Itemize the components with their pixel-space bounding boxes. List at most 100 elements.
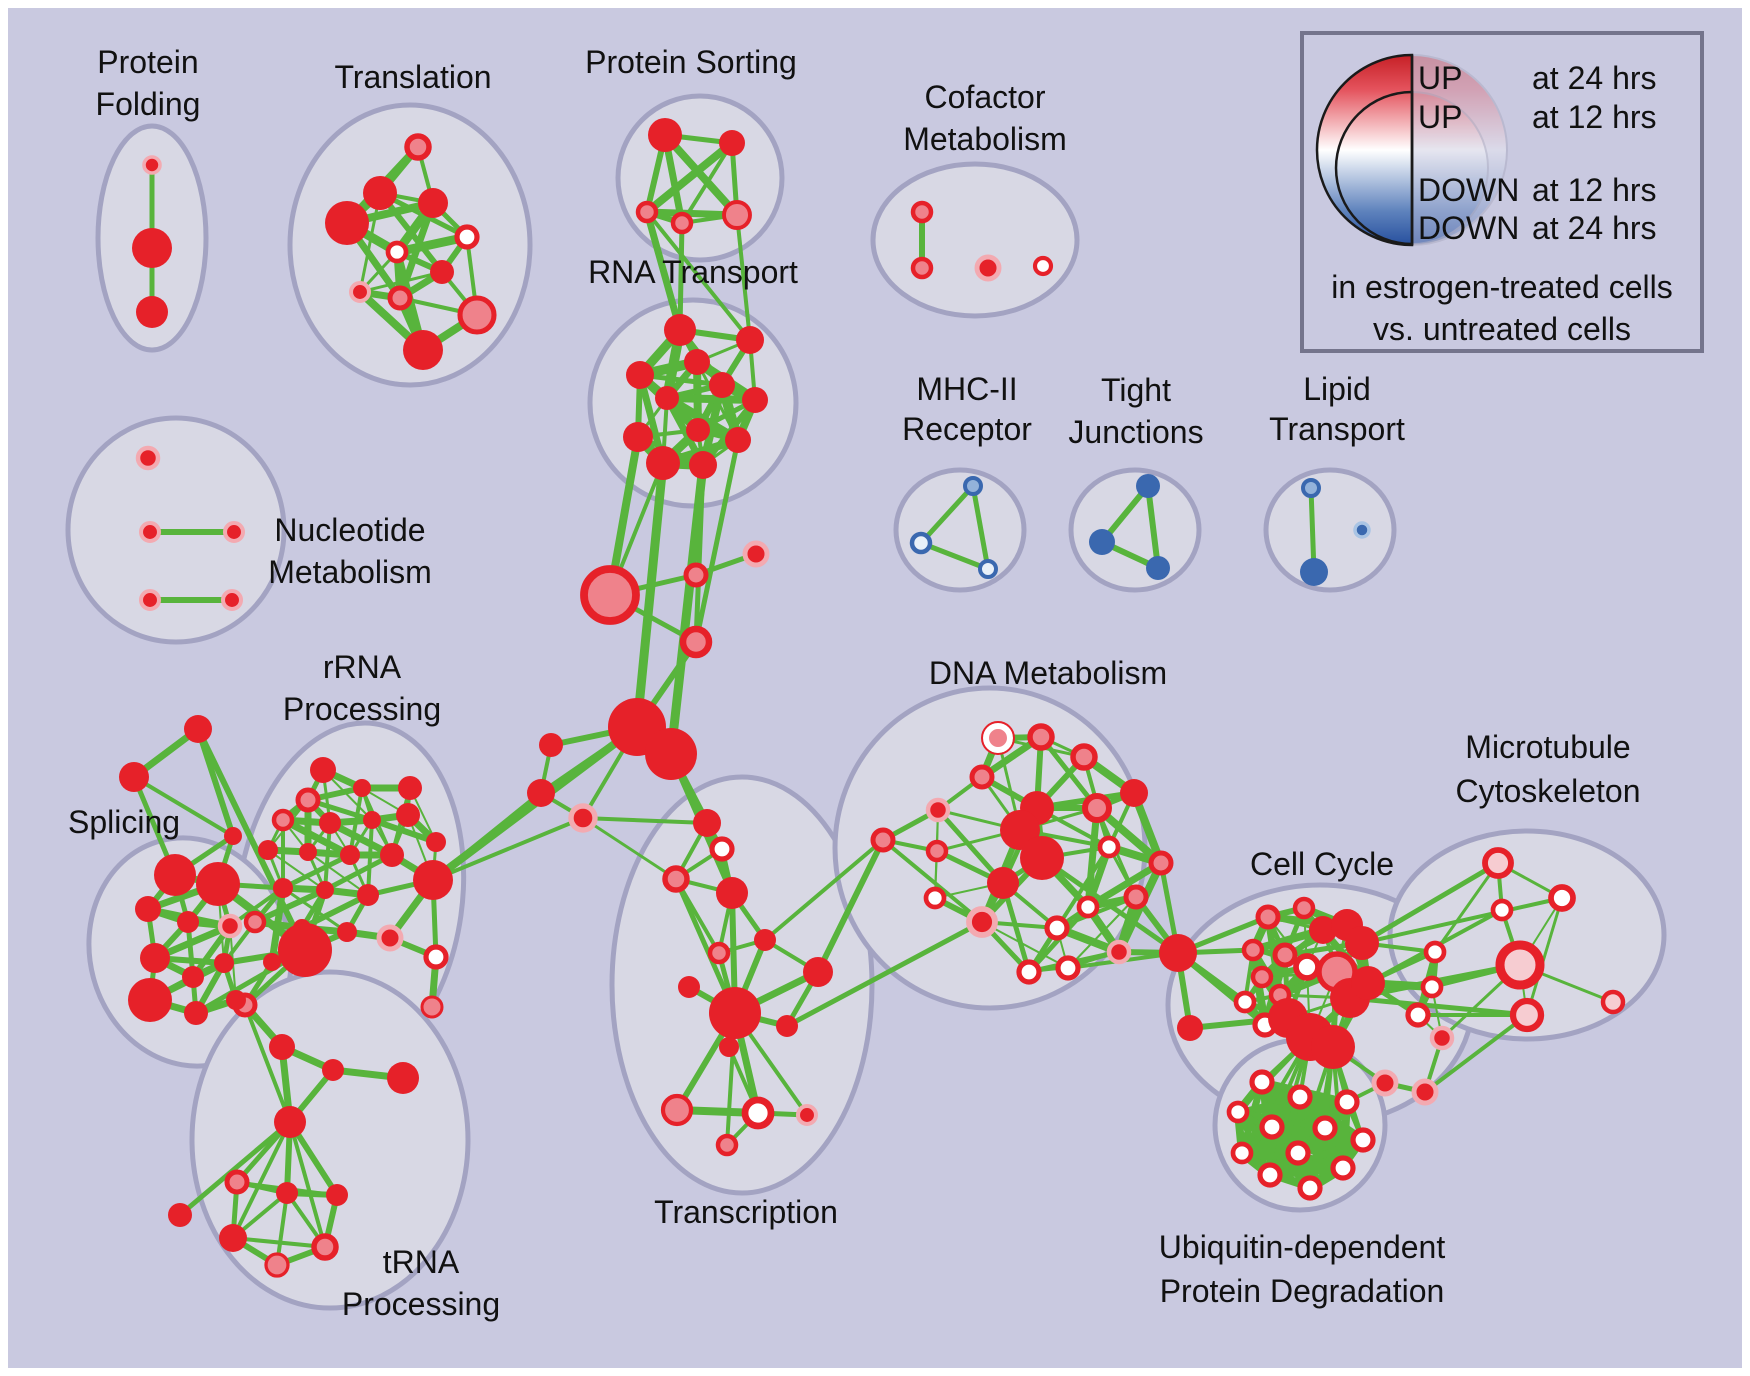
gene-node-solid xyxy=(736,326,764,354)
gene-node-ringWhite xyxy=(1016,959,1042,985)
cluster-label-cof: Cofactor xyxy=(925,79,1046,115)
legend-footnote: in estrogen-treated cells xyxy=(1331,269,1673,305)
gene-node-ringPink xyxy=(925,839,949,863)
network-edge xyxy=(918,540,991,572)
gene-node-ringWhite xyxy=(1259,1114,1285,1140)
gene-node-pinkBig xyxy=(660,1093,694,1127)
gene-node-solid xyxy=(646,446,680,480)
gene-node-pinkHalo xyxy=(217,913,243,939)
gene-node-solid xyxy=(353,779,371,797)
gene-node-solid xyxy=(322,1059,344,1081)
gene-node-solid xyxy=(709,987,761,1039)
gene-node-pinkHalo xyxy=(376,924,404,952)
network-edge xyxy=(1347,995,1530,1018)
gene-node-solid xyxy=(316,881,334,899)
gene-node-solid xyxy=(678,976,700,998)
gene-node-ringPink xyxy=(715,1133,739,1157)
gene-node-ringPink xyxy=(1250,965,1274,989)
network-edge xyxy=(815,837,886,975)
gene-node-solid xyxy=(539,733,563,757)
gene-node-ringPink xyxy=(1272,942,1298,968)
gene-node-blueSolid xyxy=(1146,556,1170,580)
gene-node-solid xyxy=(709,372,735,398)
network-edge xyxy=(430,790,544,883)
gene-node-pinkHalo xyxy=(142,155,162,175)
gene-node-pinkHalo xyxy=(138,588,162,612)
gene-node-solid xyxy=(136,296,168,328)
network-edge xyxy=(132,775,235,838)
network-edge xyxy=(735,213,752,342)
gene-node-blueSolid xyxy=(1300,558,1328,586)
gene-node-solid xyxy=(1020,836,1064,880)
network-edge xyxy=(279,816,354,859)
gene-node-solid xyxy=(276,1182,298,1204)
cluster-label-ubi: Protein Degradation xyxy=(1160,1273,1445,1309)
network-edge xyxy=(677,220,685,333)
gene-node-ringWhite xyxy=(1257,1162,1283,1188)
legend-time-label: at 24 hrs xyxy=(1532,210,1657,246)
gene-node-pinkHalo xyxy=(568,803,598,833)
cluster-label-nuc: Metabolism xyxy=(268,554,432,590)
network-edge xyxy=(369,817,439,845)
gene-node-ringWhite xyxy=(741,1096,775,1130)
gene-node-pinkHalo xyxy=(1411,1078,1439,1106)
gene-node-solid xyxy=(1177,1015,1203,1041)
gene-node-solid xyxy=(258,840,278,860)
network-edge xyxy=(661,131,741,219)
gene-node-solid xyxy=(340,845,360,865)
network-edge xyxy=(1359,860,1501,946)
gene-node-solid xyxy=(719,1037,739,1057)
gene-node-ringWhite xyxy=(1334,1089,1360,1115)
gene-node-solid xyxy=(527,779,555,807)
network-edge xyxy=(645,210,752,342)
network-edge xyxy=(666,460,708,759)
gene-node-ringWhite xyxy=(1230,1141,1254,1165)
network-edge xyxy=(981,921,1069,969)
gene-node-solid xyxy=(648,118,682,152)
gene-node-solid xyxy=(754,929,776,951)
gene-node-pinkHalo xyxy=(222,520,246,544)
gene-node-pinkHalo xyxy=(135,445,161,471)
gene-node-solid xyxy=(693,809,721,837)
gene-node-solid xyxy=(626,361,654,389)
legend-halfcircle-12h xyxy=(1334,90,1414,246)
gene-node-pinkHalo xyxy=(220,588,244,612)
legend-time-label: at 24 hrs xyxy=(1532,60,1657,96)
network-edge xyxy=(1433,861,1500,954)
gene-node-solid xyxy=(219,1224,247,1252)
gene-node-solid xyxy=(168,1203,192,1227)
network-edge xyxy=(243,1003,292,1124)
gene-node-ringPink xyxy=(1123,884,1149,910)
gene-node-ringPink xyxy=(387,285,413,311)
gene-node-ringWhite xyxy=(454,224,480,250)
network-edge xyxy=(431,816,585,882)
gene-node-pinkHalo xyxy=(742,540,770,568)
network-edge xyxy=(693,437,741,645)
network-edge xyxy=(280,852,353,891)
gene-node-ringPink xyxy=(1082,793,1112,823)
network-edge xyxy=(643,208,741,219)
network-edge xyxy=(288,1120,327,1249)
gene-node-solid xyxy=(776,1015,798,1037)
cluster-label-spl: Splicing xyxy=(68,804,180,840)
gene-node-solid xyxy=(742,387,768,413)
gene-node-solid xyxy=(1311,1025,1355,1069)
gene-node-solid xyxy=(310,757,336,783)
cluster-label-cc: Cell Cycle xyxy=(1250,846,1394,882)
gene-node-solid xyxy=(1159,934,1197,972)
gene-node-ringWhite xyxy=(1076,895,1100,919)
cluster-label-mhc: Receptor xyxy=(902,411,1032,447)
cluster-labels: Protein Folding Translation Protein Sorting… xyxy=(68,44,1641,1322)
gene-node-solid xyxy=(418,188,448,218)
cluster-label-mhc: MHC-II xyxy=(916,371,1017,407)
gene-node-ringWhite xyxy=(1226,1100,1250,1124)
network-edge xyxy=(195,726,308,953)
gene-node-pinkHalo xyxy=(1371,1069,1399,1097)
cluster-ellipse-mhc xyxy=(893,467,1027,593)
cluster-label-ubi: Ubiquitin-dependent xyxy=(1159,1229,1446,1265)
gene-node-solid xyxy=(689,451,717,479)
gene-node-ringPink xyxy=(1070,743,1098,771)
gene-node-blueHalo xyxy=(1353,521,1371,539)
gene-node-solid xyxy=(319,812,341,834)
cluster-label-tj: Junctions xyxy=(1068,414,1203,450)
